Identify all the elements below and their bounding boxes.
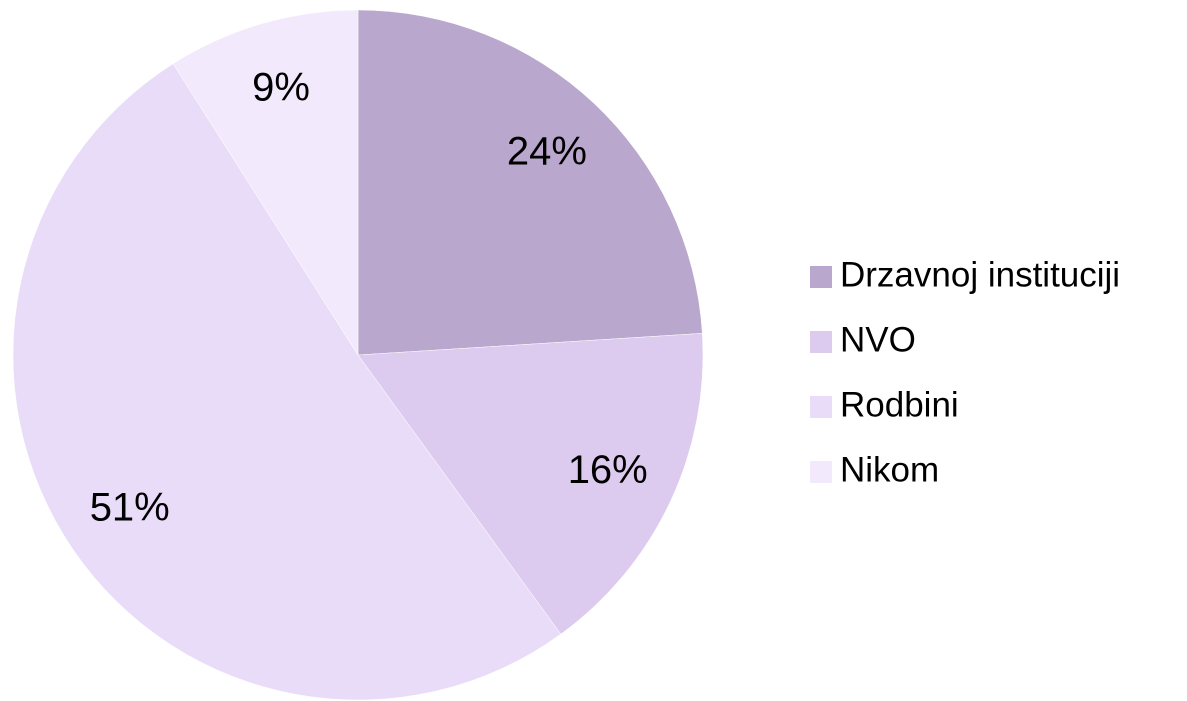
legend-swatch <box>810 266 832 288</box>
data-label: 16% <box>568 448 648 492</box>
pie-slice <box>172 9 359 356</box>
legend-label: NVO <box>840 320 916 359</box>
pie-slice <box>357 9 703 356</box>
legend-swatch <box>810 396 832 418</box>
data-label: 24% <box>507 129 587 173</box>
pie-slice <box>357 333 704 635</box>
legend-swatch <box>810 461 832 483</box>
legend-label: Rodbini <box>840 385 959 424</box>
legend-swatch <box>810 331 832 353</box>
data-label: 9% <box>252 66 310 110</box>
legend-label: Drzavnoj instituciji <box>840 255 1120 294</box>
pie-slice <box>12 63 562 701</box>
data-label: 51% <box>90 486 170 530</box>
legend-label: Nikom <box>840 450 939 489</box>
